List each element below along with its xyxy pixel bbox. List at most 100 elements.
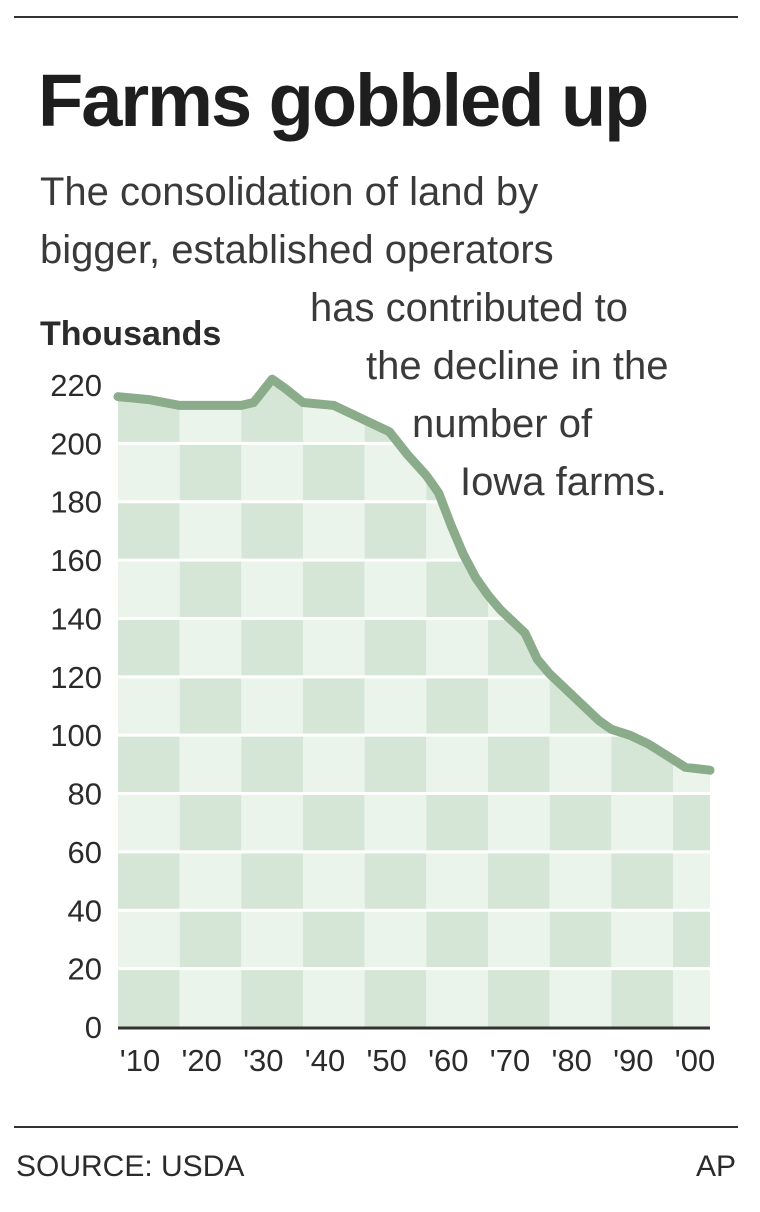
area-band-cell — [673, 675, 710, 736]
subtitle-line-4: the decline in the — [366, 344, 669, 388]
area-band-cell — [364, 850, 427, 911]
area-band-cell — [673, 500, 710, 561]
area-band-cell — [241, 734, 303, 794]
area-band-cell — [611, 379, 673, 385]
area-band-cell — [118, 384, 180, 444]
area-band-cell — [549, 967, 612, 1027]
area-band-cell — [673, 442, 710, 502]
area-band-cell — [241, 559, 303, 619]
y-tick-label: 0 — [85, 1010, 102, 1045]
farms-series-line — [113, 374, 715, 775]
area-band-cell — [179, 909, 242, 969]
y-tick-label: 80 — [68, 777, 102, 812]
x-tick-label: '30 — [243, 1043, 283, 1078]
area-band-cell — [179, 559, 242, 619]
area-band-cell — [488, 500, 550, 561]
area-band-cell — [488, 909, 550, 969]
area-band-cell — [488, 379, 550, 385]
area-band-cell — [426, 792, 488, 852]
x-tick-label: '10 — [120, 1043, 160, 1078]
x-tick-label: '40 — [305, 1043, 345, 1078]
area-band-cell — [426, 384, 488, 444]
area-band-cell — [118, 442, 180, 502]
subtitle-line-3: has contributed to — [310, 286, 628, 330]
y-tick-label: 140 — [50, 601, 102, 636]
area-band-cell — [118, 559, 180, 619]
x-tick-label: '60 — [428, 1043, 468, 1078]
area-band-cell — [179, 675, 242, 736]
area-band-cell — [364, 734, 427, 794]
area-band-cell — [549, 734, 612, 794]
area-band-cell — [179, 500, 242, 561]
area-band-cell — [426, 850, 488, 911]
agency-credit: AP — [695, 1150, 736, 1183]
y-tick-label: 20 — [68, 952, 102, 987]
area-band-cell — [364, 909, 427, 969]
area-band-cell — [303, 442, 365, 502]
area-band-cell — [303, 500, 365, 561]
area-band-cell — [549, 379, 612, 385]
area-band-cell — [549, 617, 612, 677]
area-band-cell — [303, 734, 365, 794]
y-tick-label: 120 — [50, 660, 102, 695]
y-tick-label: 60 — [68, 835, 102, 870]
area-band-cell — [179, 379, 242, 385]
area-band-cell — [488, 675, 550, 736]
area-band-cell — [179, 617, 242, 677]
area-band-cell — [426, 967, 488, 1027]
area-band-cell — [118, 909, 180, 969]
area-fill-group — [118, 379, 710, 1027]
bottom-rule — [14, 1126, 738, 1128]
area-band-cell — [179, 792, 242, 852]
area-band-cell — [118, 734, 180, 794]
area-band-cell — [611, 909, 673, 969]
area-band-cell — [611, 617, 673, 677]
area-band-cell — [364, 559, 427, 619]
x-tick-label: '80 — [551, 1043, 591, 1078]
top-rule — [14, 16, 738, 18]
area-band-cell — [488, 442, 550, 502]
area-band-cell — [673, 792, 710, 852]
area-band-cell — [303, 967, 365, 1027]
area-band-cell — [303, 850, 365, 911]
area-band-cell — [549, 850, 612, 911]
area-band-cell — [611, 675, 673, 736]
area-band-cell — [241, 500, 303, 561]
area-band-cell — [118, 617, 180, 677]
area-band-cell — [241, 675, 303, 736]
area-band-cell — [303, 792, 365, 852]
area-band-cell — [241, 442, 303, 502]
area-band-cell — [611, 967, 673, 1027]
area-band-cell — [118, 500, 180, 561]
x-tick-label: '70 — [490, 1043, 530, 1078]
y-axis-label: Thousands — [40, 315, 222, 353]
area-band-cell — [488, 850, 550, 911]
y-tick-label: 40 — [68, 893, 102, 928]
area-band-cell — [303, 617, 365, 677]
area-band-cell — [364, 792, 427, 852]
subtitle-line-5: number of — [412, 402, 593, 446]
area-band-cell — [673, 379, 710, 385]
chart-title: Farms gobbled up — [38, 59, 649, 142]
area-band-cell — [241, 792, 303, 852]
area-band-cell — [118, 967, 180, 1027]
y-tick-label: 100 — [50, 718, 102, 753]
area-band-cell — [673, 850, 710, 911]
area-band-cell — [488, 384, 550, 444]
area-band-cell — [364, 967, 427, 1027]
area-band-cell — [118, 379, 180, 385]
area-band-cell — [303, 675, 365, 736]
y-tick-label: 160 — [50, 543, 102, 578]
x-tick-label: '90 — [613, 1043, 653, 1078]
subtitle-line-6: Iowa farms. — [460, 460, 667, 504]
y-tick-label: 180 — [50, 485, 102, 520]
area-band-cell — [303, 379, 365, 385]
subtitle-line-1: The consolidation of land by — [40, 170, 539, 214]
area-band-cell — [118, 850, 180, 911]
area-band-cell — [179, 384, 242, 444]
area-band-cell — [488, 792, 550, 852]
area-band-cell — [426, 909, 488, 969]
area-band-cell — [241, 850, 303, 911]
area-band-cell — [549, 909, 612, 969]
